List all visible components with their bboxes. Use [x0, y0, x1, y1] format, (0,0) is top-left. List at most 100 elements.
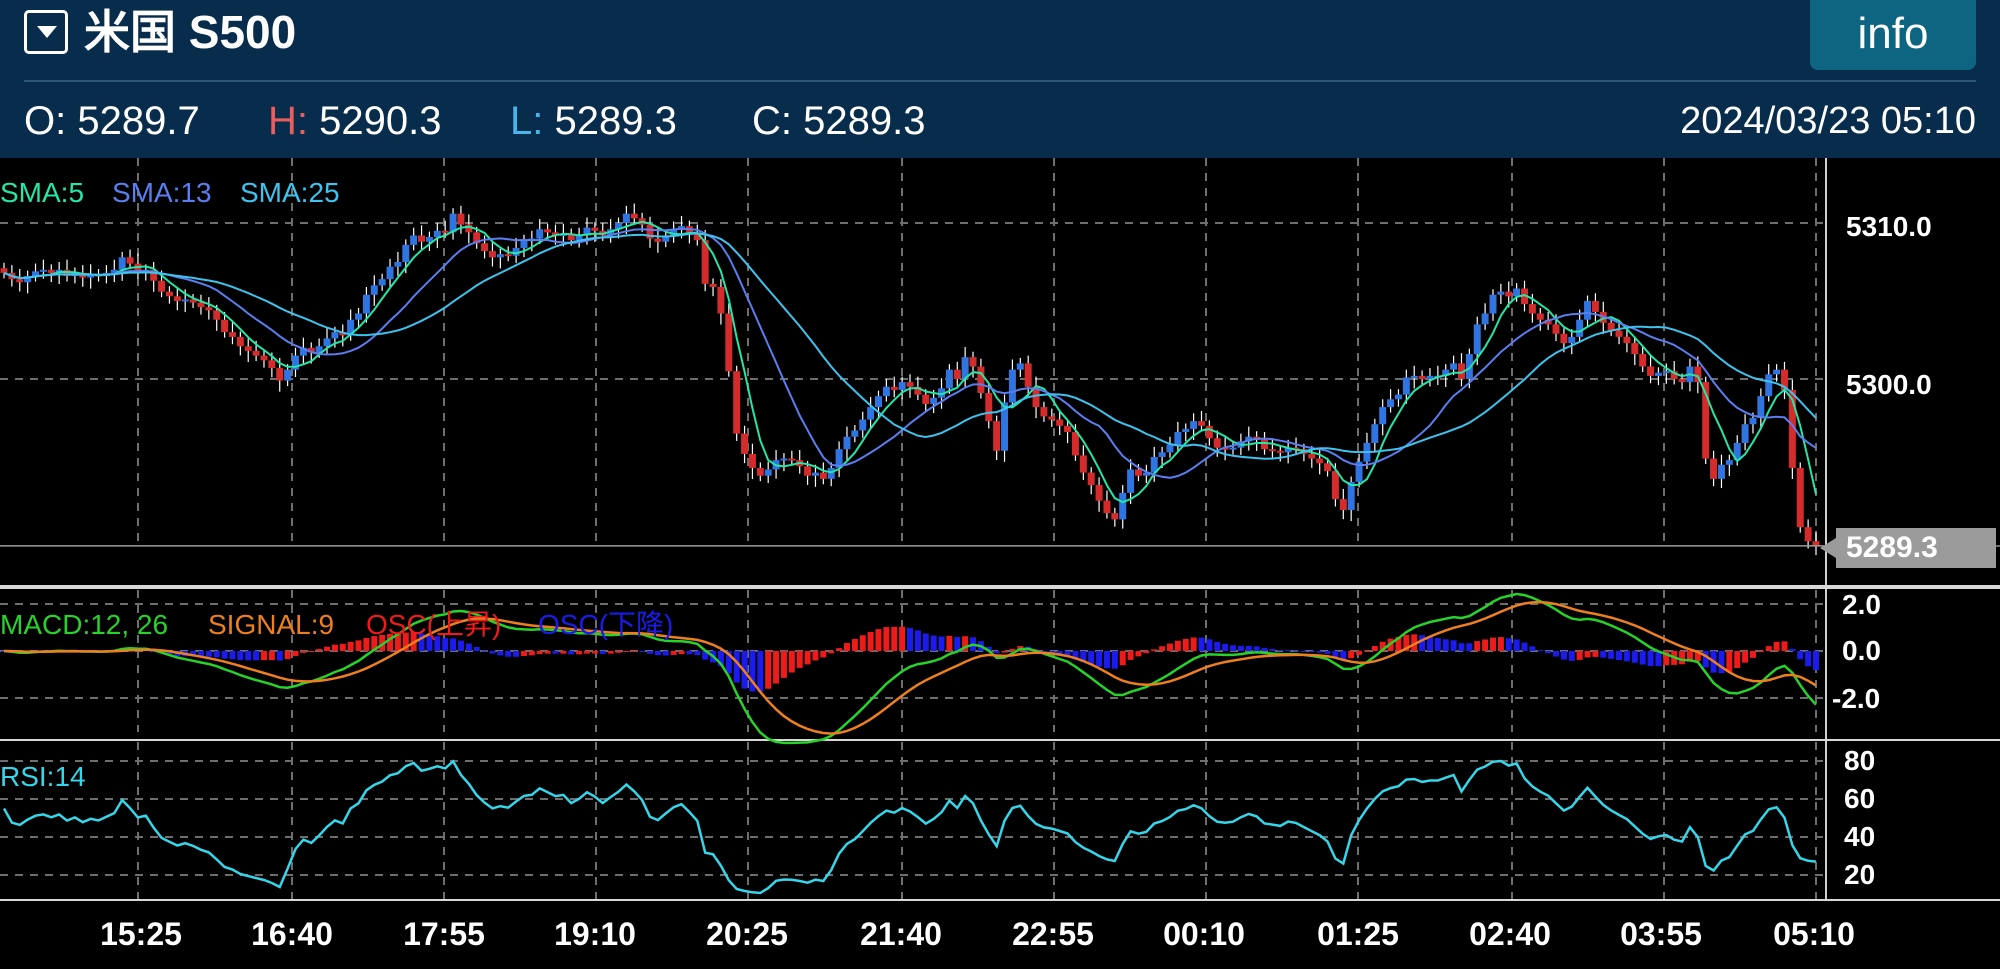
- candle-up: [1497, 291, 1505, 295]
- candle-down: [646, 224, 654, 239]
- time-tick: 20:25: [706, 916, 788, 952]
- ohlc-open: O: 5289.7: [24, 96, 200, 146]
- symbol-title[interactable]: 米国 S500: [84, 6, 297, 58]
- candle-down: [1087, 472, 1095, 486]
- time-tick: 02:40: [1469, 916, 1551, 952]
- candle-up: [24, 276, 32, 283]
- osc-bar-up: [765, 651, 772, 689]
- candle-up: [1465, 354, 1473, 379]
- candle-up: [1717, 464, 1725, 479]
- osc-bar-up: [1576, 651, 1583, 660]
- candle-down: [1292, 447, 1300, 450]
- candle-down: [701, 240, 709, 284]
- time-tick: 21:40: [860, 916, 942, 952]
- candle-down: [551, 232, 559, 236]
- time-tick: 17:55: [403, 916, 485, 952]
- candle-up: [835, 449, 843, 468]
- candle-down: [1040, 407, 1048, 417]
- osc-bar-up: [1371, 646, 1378, 651]
- time-tick: 15:25: [100, 916, 182, 952]
- candle-down: [1505, 291, 1513, 297]
- candle-up: [355, 313, 363, 320]
- osc-bar-up: [875, 629, 882, 651]
- osc-bar-down: [1277, 649, 1284, 651]
- osc-bar-down: [1064, 651, 1071, 657]
- osc-bar-up: [1403, 634, 1410, 651]
- osc-bar-up: [1686, 651, 1693, 662]
- osc-bar-up: [1151, 649, 1158, 651]
- candle-down: [150, 269, 158, 281]
- osc-bar-down: [166, 651, 173, 655]
- candle-up: [291, 355, 299, 370]
- candle-up: [425, 237, 433, 242]
- info-button[interactable]: info: [1810, 0, 1976, 70]
- sma13-legend: SMA:13: [112, 177, 212, 208]
- osc-bar-down: [513, 651, 520, 657]
- ohlc-high: H: 5290.3: [268, 96, 441, 146]
- candle-down: [173, 296, 181, 301]
- price-tick-5300: 5300.0: [1846, 369, 1932, 400]
- osc-bar-down: [1088, 651, 1095, 665]
- time-tick: 03:55: [1620, 916, 1702, 952]
- candle-down: [418, 235, 426, 242]
- osc-bar-down: [654, 651, 661, 656]
- chart-canvas[interactable]: [0, 158, 2000, 969]
- rsi-tick-80: 80: [1844, 745, 1876, 776]
- osc-bar-down: [1466, 643, 1473, 651]
- last-price-marker: 5289.3: [1820, 528, 1996, 568]
- candle-up: [780, 458, 788, 461]
- osc-bar-up: [615, 651, 622, 653]
- osc-bar-down: [568, 651, 575, 655]
- candle-down: [197, 302, 205, 308]
- candle-down: [16, 279, 24, 283]
- candle-down: [1111, 513, 1119, 520]
- candle-up: [1725, 460, 1733, 465]
- close-value: 5289.3: [803, 99, 926, 143]
- candle-up: [1371, 424, 1379, 443]
- macd-tick-2: 2.0: [1842, 589, 1881, 620]
- low-value: 5289.3: [554, 99, 677, 143]
- rsi-tick-40: 40: [1844, 821, 1876, 852]
- osc-bar-up: [1584, 651, 1591, 658]
- osc-bar-down: [1261, 647, 1268, 651]
- candle-down: [1056, 419, 1064, 426]
- rsi-legend: RSI:14: [0, 761, 86, 792]
- candle-up: [1166, 444, 1174, 453]
- osc-bar-up: [1482, 639, 1489, 651]
- candle-up: [930, 397, 938, 404]
- osc-bar-down: [1300, 650, 1307, 652]
- osc-bar-down: [1426, 636, 1433, 651]
- candle-up: [1489, 294, 1497, 314]
- candle-down: [1418, 375, 1426, 379]
- osc-bar-down: [1450, 640, 1457, 651]
- candle-down: [1032, 386, 1040, 408]
- candle-down: [1331, 471, 1339, 500]
- candle-down: [441, 230, 449, 233]
- macd-legend: MACD:12, 26: [0, 609, 169, 640]
- candle-up: [1142, 472, 1150, 476]
- candle-up: [1016, 363, 1024, 370]
- candle-down: [591, 227, 599, 231]
- candle-up: [961, 357, 969, 379]
- candle-up: [1473, 324, 1481, 355]
- osc-bar-down: [197, 651, 204, 657]
- candle-up: [1442, 369, 1450, 376]
- candle-down: [1591, 301, 1599, 312]
- candle-down: [481, 243, 489, 252]
- osc-bar-down: [662, 651, 669, 656]
- osc-bar-up: [1119, 651, 1126, 666]
- dropdown-toggle-button[interactable]: [24, 10, 68, 54]
- osc-bar-down: [276, 651, 283, 661]
- candle-up: [536, 229, 544, 239]
- candle-up: [1347, 481, 1355, 511]
- sma5-legend: SMA:5: [0, 177, 85, 208]
- high-label: H:: [268, 99, 308, 143]
- osc-bar-down: [1545, 651, 1552, 654]
- candle-down: [1647, 366, 1655, 376]
- osc-bar-down: [985, 646, 992, 651]
- osc-bar-down: [1568, 651, 1575, 661]
- osc-bar-up: [851, 638, 858, 651]
- candle-up: [1757, 396, 1765, 418]
- osc-bar-up: [1726, 651, 1733, 672]
- osc-bar-up: [1127, 651, 1134, 660]
